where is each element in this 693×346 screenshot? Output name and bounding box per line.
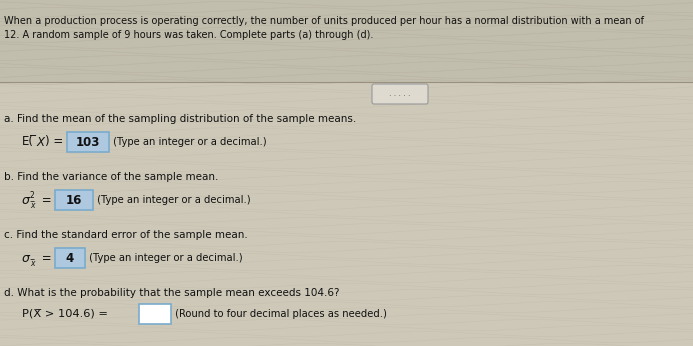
Text: P(X̅ > 104.6) =: P(X̅ > 104.6) =	[22, 309, 108, 319]
FancyBboxPatch shape	[67, 132, 109, 152]
Text: X: X	[36, 136, 44, 148]
Text: (Type an integer or a decimal.): (Type an integer or a decimal.)	[86, 253, 243, 263]
Text: 16: 16	[66, 193, 82, 207]
Text: ) =: ) =	[45, 136, 63, 148]
Text: =: =	[38, 252, 51, 264]
Text: d. What is the probability that the sample mean exceeds 104.6?: d. What is the probability that the samp…	[4, 288, 340, 298]
Text: (Type an integer or a decimal.): (Type an integer or a decimal.)	[94, 195, 251, 205]
Text: When a production process is operating correctly, the number of units produced p: When a production process is operating c…	[4, 16, 644, 26]
Text: 12. A random sample of 9 hours was taken. Complete parts (a) through (d).: 12. A random sample of 9 hours was taken…	[4, 30, 374, 40]
Text: a. Find the mean of the sampling distribution of the sample means.: a. Find the mean of the sampling distrib…	[4, 114, 356, 124]
Text: E(: E(	[22, 136, 34, 148]
FancyBboxPatch shape	[55, 248, 85, 268]
Text: =: =	[38, 193, 51, 207]
Text: 2: 2	[30, 191, 35, 200]
Text: x̅: x̅	[30, 258, 35, 267]
FancyBboxPatch shape	[139, 304, 171, 324]
Text: x̅: x̅	[30, 200, 35, 209]
Bar	[0, 0, 693, 82]
FancyBboxPatch shape	[55, 190, 93, 210]
Text: b. Find the variance of the sample mean.: b. Find the variance of the sample mean.	[4, 172, 218, 182]
Text: . . . . .: . . . . .	[389, 90, 411, 99]
FancyBboxPatch shape	[372, 84, 428, 104]
Text: (Round to four decimal places as needed.): (Round to four decimal places as needed.…	[172, 309, 387, 319]
Text: σ: σ	[22, 193, 30, 207]
Text: σ: σ	[22, 252, 30, 264]
Text: (Type an integer or a decimal.): (Type an integer or a decimal.)	[110, 137, 267, 147]
Text: 4: 4	[66, 252, 74, 264]
Text: c. Find the standard error of the sample mean.: c. Find the standard error of the sample…	[4, 230, 248, 240]
Text: 103: 103	[76, 136, 100, 148]
